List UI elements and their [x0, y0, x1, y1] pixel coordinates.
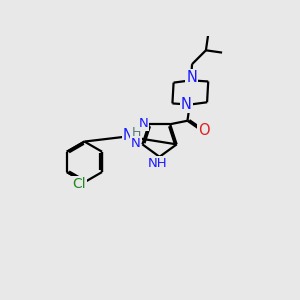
Text: N: N	[186, 70, 197, 85]
Text: N: N	[181, 97, 192, 112]
Text: H: H	[131, 126, 141, 139]
Text: N: N	[123, 128, 134, 143]
Text: O: O	[199, 123, 210, 138]
Text: Cl: Cl	[72, 177, 86, 191]
Text: NH: NH	[147, 157, 167, 170]
Text: N: N	[138, 117, 148, 130]
Text: N: N	[130, 137, 140, 150]
